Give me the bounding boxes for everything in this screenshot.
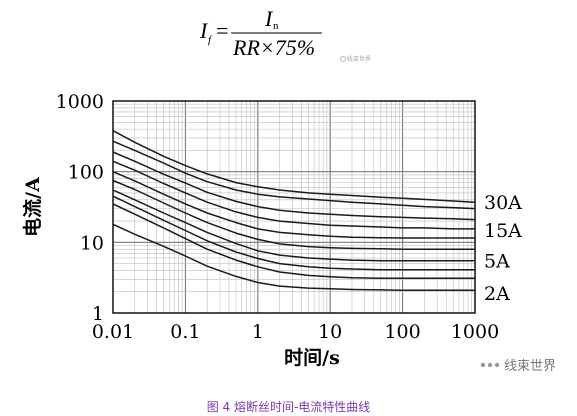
curve-7	[112, 189, 475, 262]
curve-5	[112, 171, 475, 239]
x-tick-label: 10	[318, 321, 342, 343]
figure-caption: 图 4 熔断丝时间-电流特性曲线	[206, 400, 371, 414]
formula: I f = I n RR×75%	[199, 6, 322, 60]
curve-6	[112, 179, 475, 250]
formula-lhs-sub: f	[208, 34, 213, 46]
x-axis-title: 时间/s	[284, 347, 340, 369]
small-watermark: 线束世界	[340, 55, 371, 63]
y-tick-label: 1	[92, 303, 104, 325]
curves	[112, 130, 476, 291]
curve-2	[112, 140, 476, 210]
formula-equals: =	[216, 18, 228, 43]
x-tick-label: 100	[384, 321, 420, 343]
curve-label-2a: 2A	[484, 283, 510, 305]
formula-numerator: I	[264, 6, 274, 31]
formula-lhs: I	[199, 18, 209, 43]
tick-labels: 0.01 0.1 1 10 100 1000 1 10 100 1000	[56, 91, 500, 343]
curve-1	[112, 130, 476, 203]
x-tick-label: 0.1	[170, 321, 200, 343]
small-watermark-icon	[340, 56, 346, 62]
plot-frame	[112, 100, 476, 314]
formula-denominator: RR×75%	[232, 35, 315, 60]
x-tick-label: 0.01	[92, 321, 134, 343]
y-tick-label: 1000	[56, 91, 104, 113]
y-tick-label: 10	[80, 232, 104, 254]
curve-8	[112, 195, 475, 271]
brand-watermark: 线束世界	[480, 359, 556, 374]
curve-9	[112, 203, 475, 280]
curve-label-5a: 5A	[484, 251, 510, 273]
curve-label-30a: 30A	[484, 192, 522, 214]
y-axis-title: 电流/A	[21, 177, 44, 237]
formula-numerator-sub: n	[273, 20, 279, 32]
x-tick-label: 1000	[451, 321, 499, 343]
curve-labels: 30A 15A 5A 2A	[484, 192, 522, 305]
small-watermark-text: 线束世界	[347, 55, 371, 63]
curve-3	[112, 151, 476, 221]
curve-4	[112, 160, 475, 230]
curve-10	[112, 223, 475, 291]
y-tick-label: 100	[68, 162, 104, 184]
brand-watermark-text: 线束世界	[504, 359, 556, 374]
curve-label-15a: 15A	[484, 220, 522, 242]
wechat-dots-icon	[480, 362, 500, 368]
x-tick-label: 1	[252, 321, 264, 343]
